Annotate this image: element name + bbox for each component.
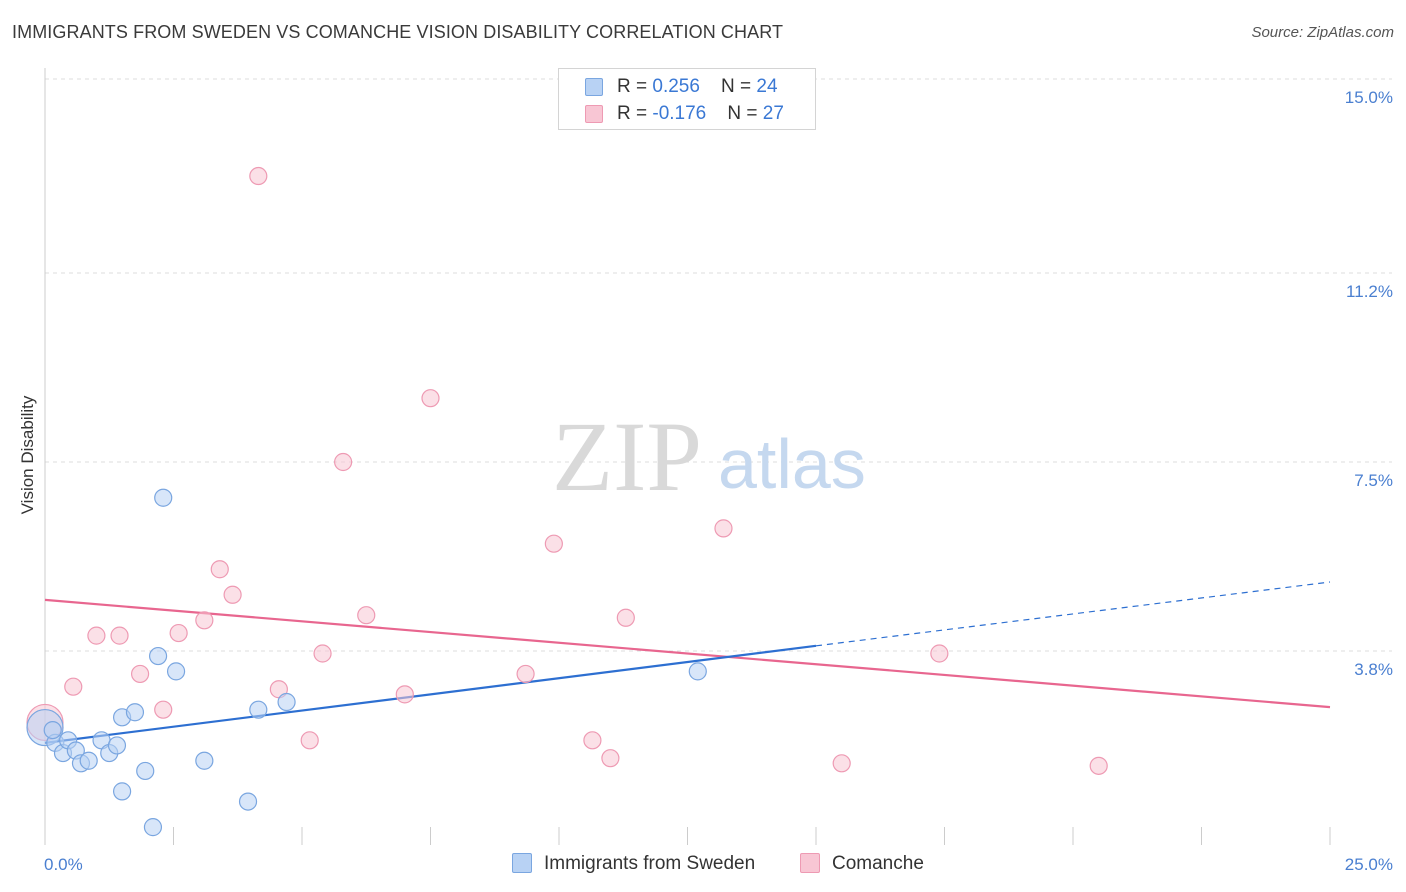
y-tick-label: 3.8% [1354,660,1393,679]
data-point-comanche [223,585,242,604]
tick-labels: 3.8% 7.5% 11.2% 15.0% 0.0% 25.0% [44,88,1393,874]
chart-source: Source: ZipAtlas.com [1251,24,1394,41]
data-point-comanche [357,606,376,625]
r-value: 0.256 [652,76,700,97]
n-value: 27 [762,103,784,124]
data-point-sweden [166,662,186,681]
y-tick-label: 11.2% [1346,282,1393,301]
data-point-sweden [43,720,62,740]
data-point-comanche [616,608,635,627]
watermark-atlas: atlas [718,425,866,503]
data-point-comanche [421,389,440,408]
data-point-sweden [238,792,258,811]
data-point-comanche [832,754,851,773]
chart-title: IMMIGRANTS FROM SWEDEN VS COMANCHE VISIO… [12,22,784,42]
data-point-sweden [249,700,268,719]
data-point-sweden [154,488,173,507]
data-point-comanche [249,166,268,186]
watermark: ZIP atlas [552,401,866,512]
r-label: R = [617,103,653,124]
comanche-swatch [585,105,603,123]
sweden-swatch [585,78,603,96]
data-point-comanche [110,626,129,645]
n-label: N = [721,76,757,97]
data-point-comanche [1089,756,1108,775]
data-point-comanche [154,700,173,719]
data-point-sweden [125,703,145,722]
data-point-comanche [210,560,229,579]
data-point-comanche [313,644,332,663]
data-point-comanche [714,519,733,538]
x-tick-label: 0.0% [44,855,83,874]
data-point-sweden [107,736,127,755]
trend-line-sweden [44,644,817,744]
data-point-comanche [130,664,150,684]
trend-line-sweden-extension [815,581,1331,647]
data-point-comanche [64,677,83,696]
data-point-comanche [583,731,602,750]
r-label: R = [617,76,653,97]
legend-label-comanche: Comanche [832,853,924,874]
legend-label-sweden: Immigrants from Sweden [544,853,756,874]
data-point-sweden [143,818,163,837]
data-point-comanche [395,685,414,704]
data-point-comanche [300,731,319,750]
trend-line-comanche [44,598,1331,709]
data-point-comanche [930,644,949,663]
data-point-comanche [87,626,106,645]
data-point-comanche [169,623,188,643]
data-point-sweden [79,751,98,770]
watermark-zip: ZIP [552,401,702,512]
r-value: -0.176 [652,103,707,124]
data-point-comanche [516,664,535,684]
data-point-sweden [112,782,132,801]
data-point-comanche [544,534,563,553]
y-tick-label: 15.0% [1345,88,1393,107]
n-label: N = [727,103,763,124]
x-tick-label: 25.0% [1345,855,1393,874]
grid-lines [45,78,1392,652]
stats-legend-box: R = 0.256 N = 24 R = -0.176 N = 27 [558,68,816,130]
data-point-sweden [195,751,214,770]
data-point-sweden [688,662,707,681]
data-point-comanche [601,749,620,768]
n-value: 24 [756,76,778,97]
legend-swatch-comanche [800,853,820,873]
data-point-sweden [148,646,168,666]
data-point-comanche [195,611,214,630]
data-points [26,166,1108,837]
data-point-sweden [277,692,296,712]
data-point-comanche [334,452,353,472]
data-point-sweden [136,761,155,781]
y-tick-label: 7.5% [1354,471,1393,490]
legend-swatch-sweden [512,853,532,873]
trend-lines [44,581,1331,744]
